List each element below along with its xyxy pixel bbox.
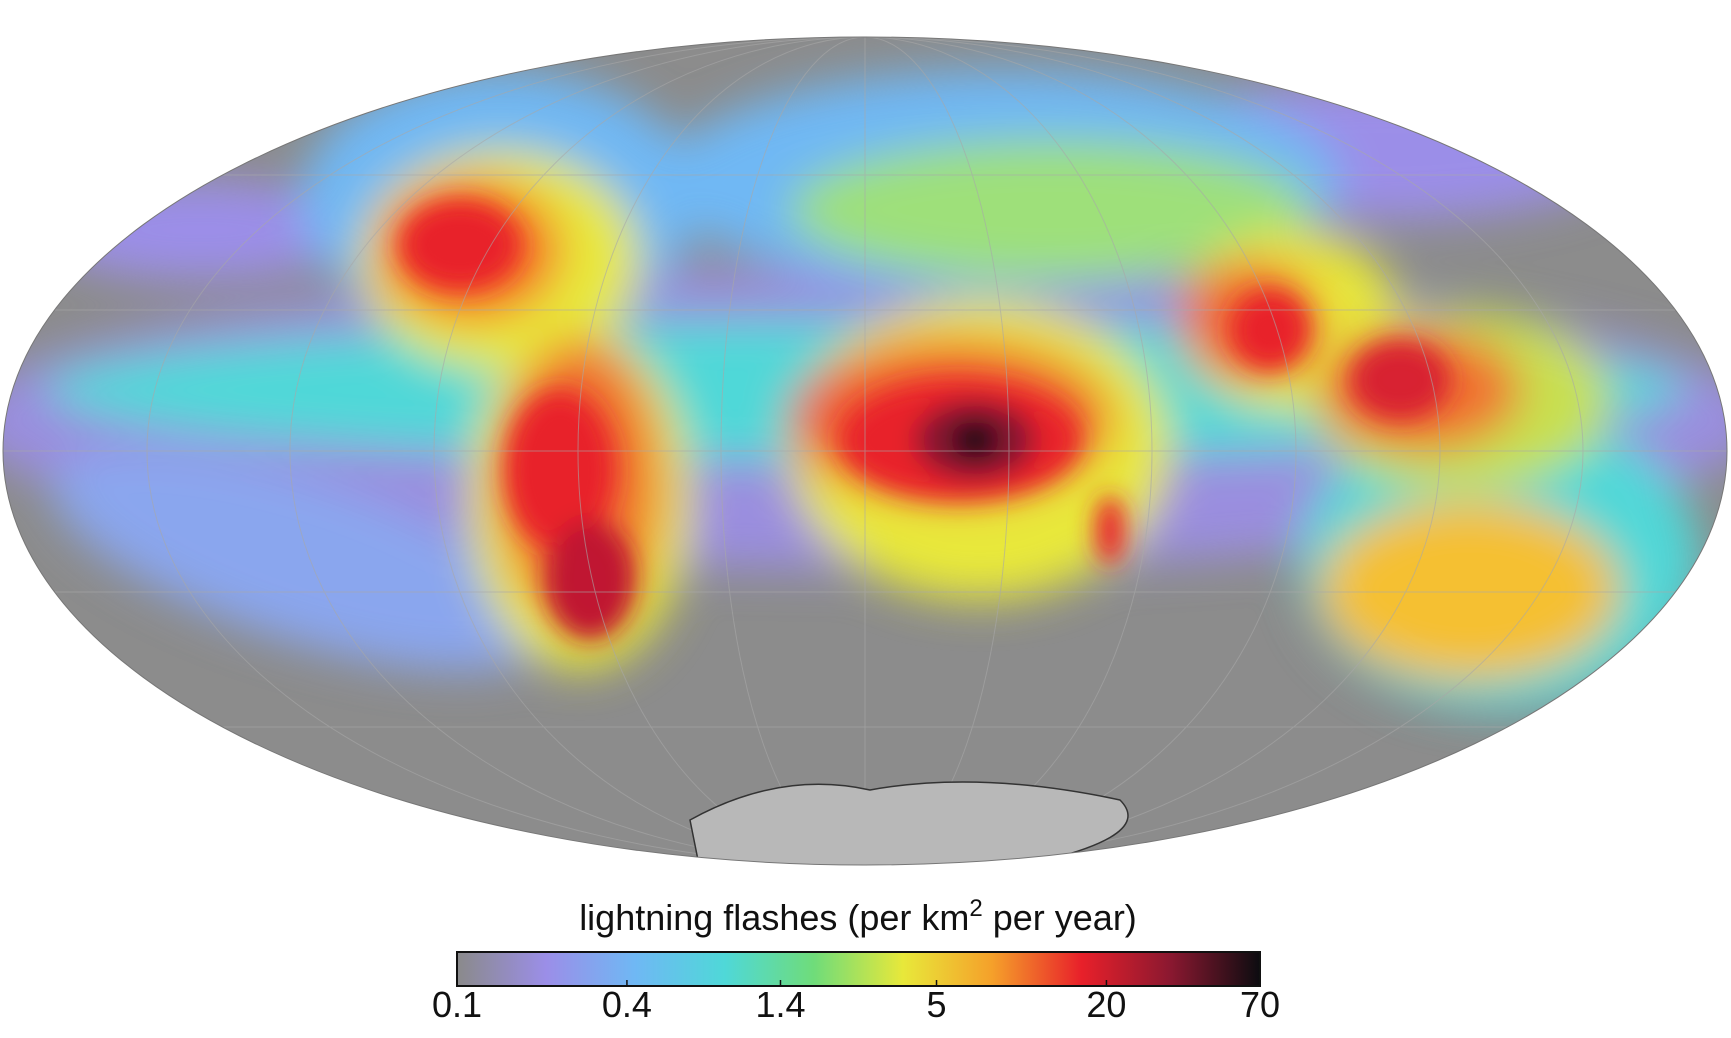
antarctica — [689, 781, 1129, 865]
colorbar-tick-label: 70 — [1240, 984, 1280, 1025]
colorbar-title-text: lightning flashes (per km — [579, 897, 969, 938]
colorbar-tick-label: 1.4 — [755, 984, 805, 1025]
colorbar-title-superscript: 2 — [969, 895, 982, 922]
colorbar — [456, 951, 1261, 987]
colorbar-title-end: per year) — [983, 897, 1137, 938]
colorbar-tick-label: 20 — [1086, 984, 1126, 1025]
map-outline — [2, 36, 1728, 866]
colorbar-tick-label: 5 — [927, 984, 947, 1025]
colorbar-tick-label: 0.4 — [602, 984, 652, 1025]
colorbar-tick-label: 0.1 — [432, 984, 482, 1025]
graticule — [3, 37, 1727, 865]
colorbar-title: lightning flashes (per km2 per year) — [579, 895, 1137, 938]
